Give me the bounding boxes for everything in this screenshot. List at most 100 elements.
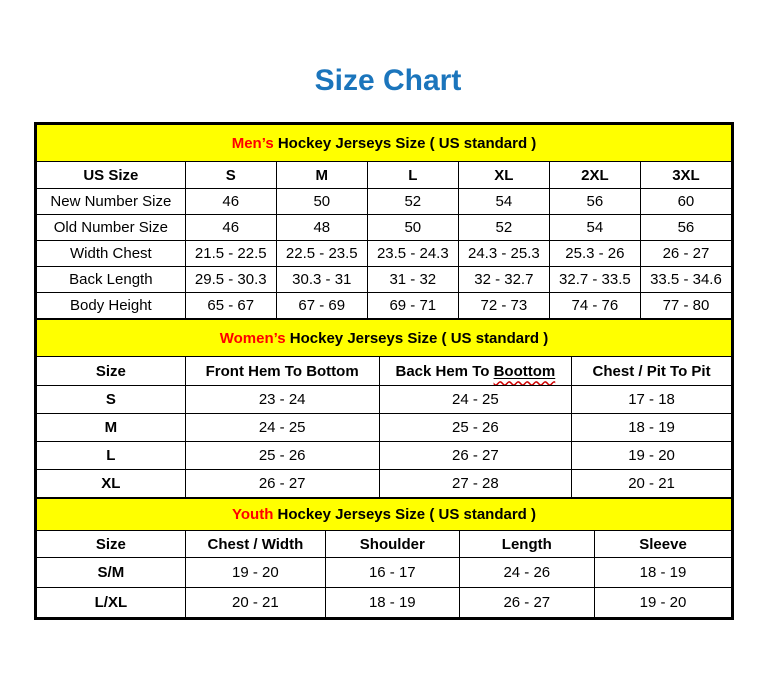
value-cell: 19 - 20	[184, 557, 327, 588]
row-label-cell: L	[36, 441, 186, 470]
table-row: XL 26 - 27 27 - 28 20 - 21	[36, 469, 732, 498]
column-header-cell: Back Hem To Boottom	[378, 356, 573, 386]
misspelled-word: Boottom	[494, 363, 556, 380]
table-row: M 24 - 25 25 - 26 18 - 19	[36, 413, 732, 442]
value-cell: 31 - 32	[366, 266, 459, 293]
column-header-cell: Size	[36, 530, 186, 558]
value-cell: 16 - 17	[325, 557, 460, 588]
column-header-cell: Chest / Pit To Pit	[571, 356, 732, 386]
value-cell: 29.5 - 30.3	[184, 266, 277, 293]
value-cell: 24 - 25	[184, 413, 380, 442]
value-cell: 67 - 69	[275, 292, 368, 319]
value-cell: 33.5 - 34.6	[639, 266, 733, 293]
table-row: S/M 19 - 20 16 - 17 24 - 26 18 - 19	[36, 557, 732, 588]
table-row: Old Number Size 46 48 50 52 54 56	[36, 214, 733, 241]
table-row: L/XL 20 - 21 18 - 19 26 - 27 19 - 20	[36, 587, 732, 618]
value-cell: 26 - 27	[184, 469, 380, 498]
value-cell: 25 - 26	[184, 441, 380, 470]
mens-size-table: Men’s Hockey Jerseys Size ( US standard …	[36, 124, 733, 319]
value-cell: 46	[184, 188, 277, 215]
value-cell: 56	[548, 188, 641, 215]
column-header-cell: M	[275, 161, 368, 189]
value-cell: 27 - 28	[378, 469, 573, 498]
value-cell: 24 - 26	[458, 557, 596, 588]
youth-section-header: Youth Hockey Jerseys Size ( US standard …	[36, 498, 732, 531]
table-row: L 25 - 26 26 - 27 19 - 20	[36, 441, 732, 470]
column-header-cell: US Size	[36, 161, 186, 189]
column-header-cell: S	[184, 161, 277, 189]
value-cell: 54	[548, 214, 641, 241]
section-header-text: Hockey Jerseys Size ( US standard )	[277, 134, 537, 152]
row-label-cell: Old Number Size	[36, 214, 186, 241]
value-cell: 18 - 19	[594, 557, 732, 588]
value-cell: 23.5 - 24.3	[366, 240, 459, 267]
womens-section-header: Women’s Hockey Jerseys Size ( US standar…	[36, 319, 732, 357]
row-label-cell: L/XL	[36, 587, 186, 618]
column-header-row: Size Front Hem To Bottom Back Hem To Boott…	[36, 356, 732, 386]
value-cell: 32.7 - 33.5	[548, 266, 641, 293]
page-title: Size Chart	[314, 64, 462, 97]
column-header-cell: Size	[36, 356, 186, 386]
row-label-cell: Back Length	[36, 266, 186, 293]
table-row: S 23 - 24 24 - 25 17 - 18	[36, 385, 732, 414]
table-row: Back Length 29.5 - 30.3 30.3 - 31 31 - 32 32…	[36, 266, 733, 293]
row-label-cell: S	[36, 385, 186, 414]
value-cell: 20 - 21	[184, 587, 327, 618]
section-header-accent: Men’s	[231, 134, 274, 152]
column-header-cell: Shoulder	[325, 530, 460, 558]
section-header-row: Women’s Hockey Jerseys Size ( US standar…	[36, 319, 732, 357]
row-label-cell: S/M	[36, 557, 186, 588]
value-cell: 18 - 19	[571, 413, 732, 442]
value-cell: 22.5 - 23.5	[275, 240, 368, 267]
value-cell: 52	[457, 214, 550, 241]
section-header-accent: Youth	[232, 506, 274, 523]
section-header-row: Youth Hockey Jerseys Size ( US standard …	[36, 498, 732, 531]
value-cell: 32 - 32.7	[457, 266, 550, 293]
value-cell: 50	[275, 188, 368, 215]
value-cell: 77 - 80	[639, 292, 733, 319]
column-header-cell: Front Hem To Bottom	[184, 356, 380, 386]
value-cell: 50	[366, 214, 459, 241]
value-cell: 54	[457, 188, 550, 215]
value-cell: 17 - 18	[571, 385, 732, 414]
row-label-cell: M	[36, 413, 186, 442]
value-cell: 26 - 27	[458, 587, 596, 618]
column-header-cell: Chest / Width	[184, 530, 327, 558]
section-header-text: Hockey Jerseys Size ( US standard )	[289, 329, 549, 347]
value-cell: 65 - 67	[184, 292, 277, 319]
column-header-cell: Sleeve	[594, 530, 732, 558]
table-row: Width Chest 21.5 - 22.5 22.5 - 23.5 23.5 - …	[36, 240, 733, 267]
value-cell: 69 - 71	[366, 292, 459, 319]
value-cell: 24 - 25	[378, 385, 573, 414]
value-cell: 18 - 19	[325, 587, 460, 618]
table-row: Body Height 65 - 67 67 - 69 69 - 71 72 - 73 7…	[36, 292, 733, 319]
column-header-cell: 3XL	[639, 161, 733, 189]
column-header-cell: L	[366, 161, 459, 189]
column-header-row: US Size S M L XL 2XL 3XL	[36, 161, 733, 189]
value-cell: 19 - 20	[571, 441, 732, 470]
column-header-cell: 2XL	[548, 161, 641, 189]
value-cell: 60	[639, 188, 733, 215]
column-header-cell: XL	[457, 161, 550, 189]
value-cell: 48	[275, 214, 368, 241]
section-header-row: Men’s Hockey Jerseys Size ( US standard …	[36, 124, 732, 162]
mens-section-header: Men’s Hockey Jerseys Size ( US standard …	[36, 124, 732, 162]
size-chart-table: Men’s Hockey Jerseys Size ( US standard …	[34, 122, 734, 620]
value-cell: 25 - 26	[378, 413, 573, 442]
value-cell: 46	[184, 214, 277, 241]
value-cell: 21.5 - 22.5	[184, 240, 277, 267]
value-cell: 23 - 24	[184, 385, 380, 414]
row-label-cell: Body Height	[36, 292, 186, 319]
value-cell: 25.3 - 26	[548, 240, 641, 267]
row-label-cell: Width Chest	[36, 240, 186, 267]
value-cell: 52	[366, 188, 459, 215]
row-label-cell: XL	[36, 469, 186, 498]
womens-size-table: Women’s Hockey Jerseys Size ( US standar…	[36, 319, 732, 498]
youth-size-table: Youth Hockey Jerseys Size ( US standard …	[36, 498, 732, 618]
row-label-cell: New Number Size	[36, 188, 186, 215]
value-cell: 20 - 21	[571, 469, 732, 498]
value-cell: 19 - 20	[594, 587, 732, 618]
spellcheck-squiggle: Boottom	[493, 362, 556, 380]
value-cell: 24.3 - 25.3	[457, 240, 550, 267]
value-cell: 56	[639, 214, 733, 241]
